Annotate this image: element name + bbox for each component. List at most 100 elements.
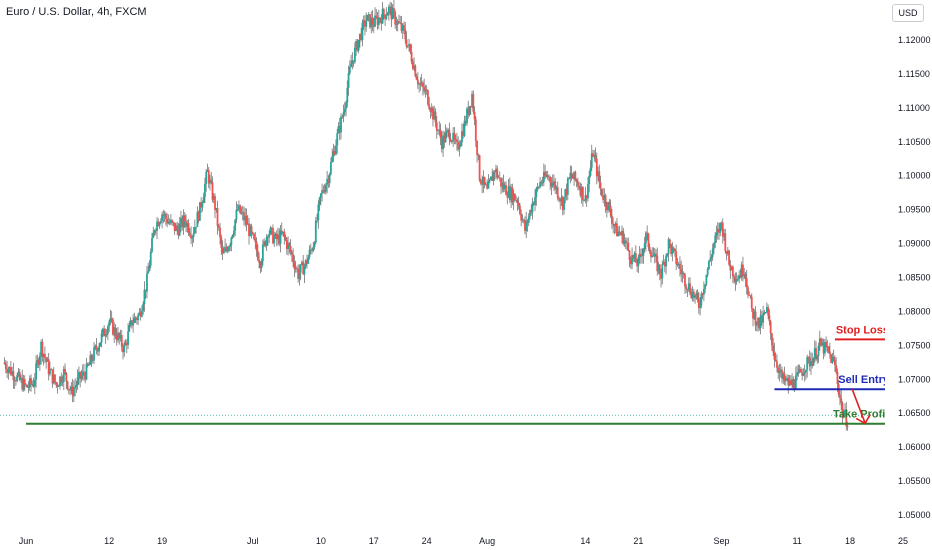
- candle-body: [353, 47, 356, 63]
- candle-body: [629, 259, 632, 265]
- candle-body: [170, 220, 172, 224]
- candle-body: [372, 24, 375, 27]
- candle-body: [86, 363, 89, 366]
- candle-body: [123, 345, 126, 353]
- candle-body: [506, 195, 509, 198]
- candle-body: [90, 355, 93, 362]
- candle-body: [559, 199, 562, 202]
- candle-body: [346, 87, 349, 103]
- candle-body: [20, 377, 22, 380]
- candle-body: [196, 212, 199, 227]
- currency-button[interactable]: USD: [892, 4, 924, 22]
- candle-body: [233, 230, 235, 235]
- candle-body: [634, 253, 637, 263]
- candle-body: [398, 21, 400, 23]
- candle-body: [175, 225, 177, 231]
- candle-body: [689, 283, 691, 294]
- candle-body: [677, 263, 680, 266]
- candle-body: [730, 266, 733, 271]
- candle-body: [757, 317, 759, 325]
- candle-body: [758, 317, 761, 329]
- candle-body: [806, 356, 809, 370]
- candle-body: [200, 202, 203, 208]
- time-tick-label: Jun: [19, 536, 34, 546]
- candle-body: [430, 107, 433, 113]
- candle-body: [141, 310, 143, 317]
- candle-body: [721, 222, 724, 237]
- candle-body: [584, 195, 587, 201]
- candle-body: [490, 176, 492, 180]
- candle-body: [243, 212, 245, 221]
- candle-body: [21, 377, 24, 390]
- candle-body: [283, 231, 286, 237]
- candle-body: [535, 188, 538, 198]
- candle-body: [71, 386, 74, 397]
- candle-body: [820, 338, 822, 346]
- candle-body: [684, 274, 686, 287]
- candle-body: [546, 175, 549, 177]
- candle-body: [444, 132, 447, 143]
- candle-body: [800, 369, 802, 373]
- candle-body: [270, 227, 273, 229]
- candle-body: [414, 65, 417, 77]
- candle-body: [595, 158, 598, 177]
- candle-body: [6, 368, 8, 373]
- time-axis[interactable]: Jun 12 19 Jul 10 17 24 Aug 14 21 Sep 11 18 25: [19, 536, 908, 546]
- candle-body: [176, 225, 179, 231]
- candle-body: [89, 355, 92, 365]
- candle-body: [309, 249, 312, 251]
- candle-body: [447, 129, 449, 131]
- candle-body: [452, 132, 455, 142]
- candle-body: [742, 264, 744, 276]
- candle-body: [246, 223, 249, 225]
- candle-body: [95, 345, 98, 350]
- candle-body: [627, 242, 630, 251]
- candle-body: [476, 140, 478, 155]
- candle-body: [308, 249, 311, 258]
- candle-body: [633, 253, 636, 259]
- candle-body: [827, 346, 830, 352]
- sell-entry-label: Sell Entry: [838, 374, 890, 386]
- candle-body: [84, 374, 87, 380]
- candle-body: [293, 262, 296, 269]
- candle-body: [576, 181, 579, 186]
- candle-body: [682, 273, 685, 275]
- candle-body: [788, 380, 791, 386]
- candle-body: [186, 222, 189, 228]
- candle-body: [416, 79, 419, 85]
- candle-body: [492, 171, 495, 181]
- candle-body: [413, 65, 415, 69]
- candles-layer: [3, 0, 849, 431]
- candle-body: [255, 241, 258, 251]
- time-tick-label: 25: [898, 536, 908, 546]
- candle-body: [539, 182, 541, 188]
- candle-body: [313, 242, 316, 248]
- candle-body: [734, 278, 737, 283]
- candle-body: [622, 230, 625, 244]
- candle-body: [844, 409, 846, 415]
- candle-body: [96, 349, 99, 352]
- price-axis[interactable]: 1.05000 1.05500 1.06000 1.06500 1.07000 1.075…: [885, 0, 932, 550]
- candle-body: [51, 369, 54, 384]
- candle-body: [653, 253, 656, 257]
- candle-body: [623, 240, 626, 244]
- candle-body: [156, 221, 158, 231]
- candle-body: [415, 76, 418, 80]
- time-tick-label: 10: [316, 536, 326, 546]
- candle-body: [391, 8, 394, 20]
- candle-body: [778, 370, 781, 373]
- candle-body: [347, 73, 350, 88]
- candle-body: [554, 181, 557, 190]
- candle-body: [466, 108, 468, 124]
- candle-body: [76, 377, 79, 386]
- candle-body: [429, 108, 432, 113]
- candle-body: [163, 213, 166, 216]
- candle-body: [60, 376, 63, 383]
- candle-body: [46, 359, 49, 362]
- candle-body: [588, 175, 591, 184]
- price-tick-label: 1.08000: [898, 306, 931, 316]
- candle-body: [177, 230, 180, 236]
- candle-body: [822, 342, 825, 354]
- candle-body: [479, 180, 482, 184]
